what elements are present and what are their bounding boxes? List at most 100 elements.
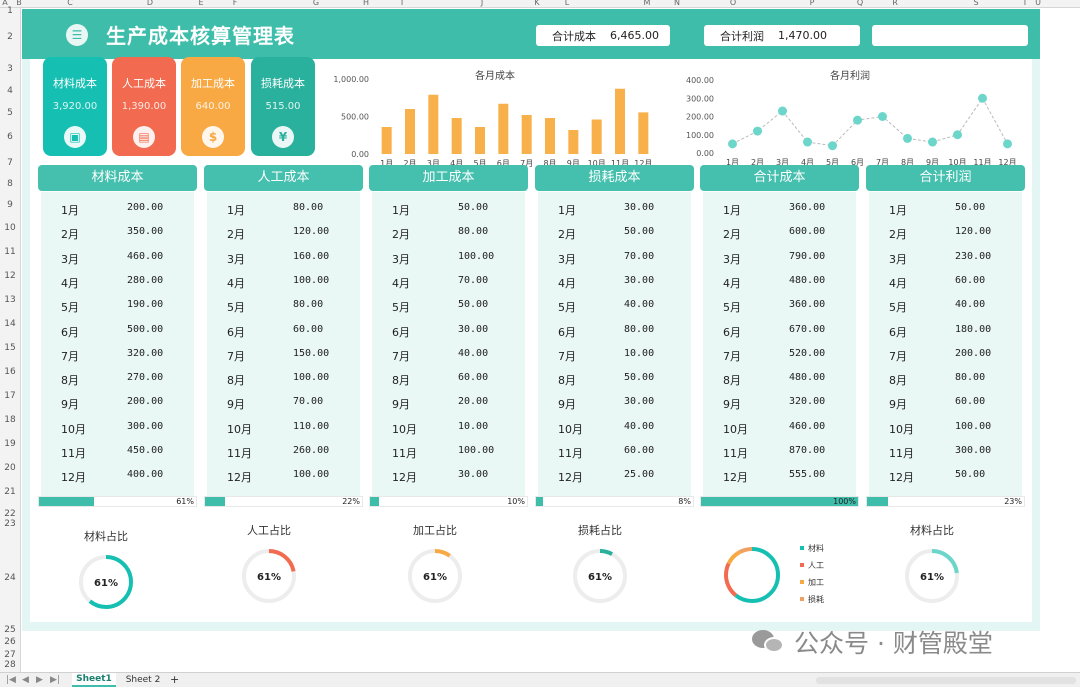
table-row[interactable]: 2月 50.00 (538, 220, 691, 244)
row-label[interactable]: 15 (4, 343, 16, 353)
table-row[interactable]: 12月 400.00 (41, 463, 194, 487)
table-row[interactable]: 6月 500.00 (41, 318, 194, 342)
row-label[interactable]: 5 (7, 108, 13, 118)
table-row[interactable]: 10月 460.00 (703, 415, 856, 439)
column-label[interactable]: P (809, 0, 815, 7)
column-label[interactable]: H (362, 0, 370, 7)
row-label[interactable]: 7 (7, 158, 13, 168)
table-row[interactable]: 7月 10.00 (538, 342, 691, 366)
table-row[interactable]: 10月 10.00 (372, 415, 525, 439)
table-row[interactable]: 6月 80.00 (538, 318, 691, 342)
table-row[interactable]: 6月 670.00 (703, 318, 856, 342)
column-label[interactable]: K (534, 0, 540, 7)
table-row[interactable]: 3月 790.00 (703, 245, 856, 269)
column-label[interactable]: G (312, 0, 320, 7)
table-row[interactable]: 10月 100.00 (869, 415, 1022, 439)
column-label[interactable]: Q (856, 0, 864, 7)
table-row[interactable]: 12月 555.00 (703, 463, 856, 487)
horizontal-scrollbar[interactable] (816, 677, 1076, 684)
table-row[interactable]: 2月 120.00 (869, 220, 1022, 244)
row-label[interactable]: 20 (4, 463, 16, 473)
row-label[interactable]: 8 (7, 179, 13, 189)
table-row[interactable]: 8月 480.00 (703, 366, 856, 390)
row-label[interactable]: 19 (4, 439, 16, 449)
column-label[interactable]: J (480, 0, 484, 7)
table-row[interactable]: 8月 100.00 (207, 366, 360, 390)
row-label[interactable]: 11 (4, 247, 16, 257)
column-label[interactable]: R (892, 0, 898, 7)
row-label[interactable]: 10 (4, 223, 16, 233)
row-label[interactable]: 27 (4, 650, 16, 660)
row-label[interactable]: 25 (4, 625, 16, 635)
row-label[interactable]: 14 (4, 319, 16, 329)
table-row[interactable]: 12月 25.00 (538, 463, 691, 487)
next-sheet-button[interactable]: ▶ (36, 675, 43, 685)
table-row[interactable]: 2月 120.00 (207, 220, 360, 244)
column-label[interactable]: E (198, 0, 204, 7)
table-row[interactable]: 3月 460.00 (41, 245, 194, 269)
table-row[interactable]: 12月 100.00 (207, 463, 360, 487)
row-label[interactable]: 17 (4, 391, 16, 401)
table-row[interactable]: 11月 870.00 (703, 439, 856, 463)
table-row[interactable]: 11月 300.00 (869, 439, 1022, 463)
table-row[interactable]: 2月 80.00 (372, 220, 525, 244)
table-row[interactable]: 6月 180.00 (869, 318, 1022, 342)
row-label[interactable]: 22 (4, 509, 16, 519)
table-row[interactable]: 9月 60.00 (869, 390, 1022, 414)
table-row[interactable]: 1月 360.00 (703, 196, 856, 220)
row-label[interactable]: 28 (4, 660, 16, 670)
table-row[interactable]: 10月 110.00 (207, 415, 360, 439)
table-row[interactable]: 8月 80.00 (869, 366, 1022, 390)
table-row[interactable]: 3月 70.00 (538, 245, 691, 269)
row-label[interactable]: 9 (7, 200, 13, 210)
tab-sheet1[interactable]: Sheet1 (72, 673, 116, 687)
table-row[interactable]: 10月 40.00 (538, 415, 691, 439)
tab-sheet2[interactable]: Sheet 2 (125, 675, 161, 685)
row-label[interactable]: 18 (4, 415, 16, 425)
table-row[interactable]: 11月 260.00 (207, 439, 360, 463)
column-label[interactable]: B (16, 0, 22, 7)
column-label[interactable]: M (643, 0, 651, 7)
table-row[interactable]: 7月 40.00 (372, 342, 525, 366)
table-row[interactable]: 9月 200.00 (41, 390, 194, 414)
table-row[interactable]: 1月 30.00 (538, 196, 691, 220)
table-row[interactable]: 2月 350.00 (41, 220, 194, 244)
table-row[interactable]: 4月 100.00 (207, 269, 360, 293)
row-label[interactable]: 13 (4, 295, 16, 305)
row-label[interactable]: 6 (7, 132, 13, 142)
column-label[interactable]: D (146, 0, 154, 7)
column-label[interactable]: I (400, 0, 404, 7)
table-row[interactable]: 5月 80.00 (207, 293, 360, 317)
table-row[interactable]: 1月 50.00 (372, 196, 525, 220)
table-row[interactable]: 2月 600.00 (703, 220, 856, 244)
last-sheet-button[interactable]: ▶| (50, 675, 60, 685)
row-label[interactable]: 23 (4, 519, 16, 529)
table-row[interactable]: 5月 50.00 (372, 293, 525, 317)
row-label[interactable]: 24 (4, 573, 16, 583)
table-row[interactable]: 4月 60.00 (869, 269, 1022, 293)
table-row[interactable]: 1月 50.00 (869, 196, 1022, 220)
table-row[interactable]: 11月 450.00 (41, 439, 194, 463)
table-row[interactable]: 12月 50.00 (869, 463, 1022, 487)
first-sheet-button[interactable]: |◀ (6, 675, 16, 685)
table-row[interactable]: 5月 40.00 (869, 293, 1022, 317)
blank-box[interactable] (872, 25, 1028, 46)
table-row[interactable]: 12月 30.00 (372, 463, 525, 487)
column-label[interactable]: L (564, 0, 570, 7)
table-row[interactable]: 8月 60.00 (372, 366, 525, 390)
column-label[interactable]: T (1022, 0, 1028, 7)
column-label[interactable]: F (232, 0, 238, 7)
column-label[interactable]: O (729, 0, 737, 7)
table-row[interactable]: 9月 20.00 (372, 390, 525, 414)
table-row[interactable]: 4月 280.00 (41, 269, 194, 293)
prev-sheet-button[interactable]: ◀ (22, 675, 29, 685)
row-label[interactable]: 2 (7, 32, 13, 42)
table-row[interactable]: 9月 30.00 (538, 390, 691, 414)
table-row[interactable]: 6月 60.00 (207, 318, 360, 342)
row-label[interactable]: 21 (4, 487, 16, 497)
table-row[interactable]: 3月 100.00 (372, 245, 525, 269)
table-row[interactable]: 7月 320.00 (41, 342, 194, 366)
table-row[interactable]: 11月 100.00 (372, 439, 525, 463)
column-label[interactable]: S (973, 0, 979, 7)
row-label[interactable]: 3 (7, 64, 13, 74)
